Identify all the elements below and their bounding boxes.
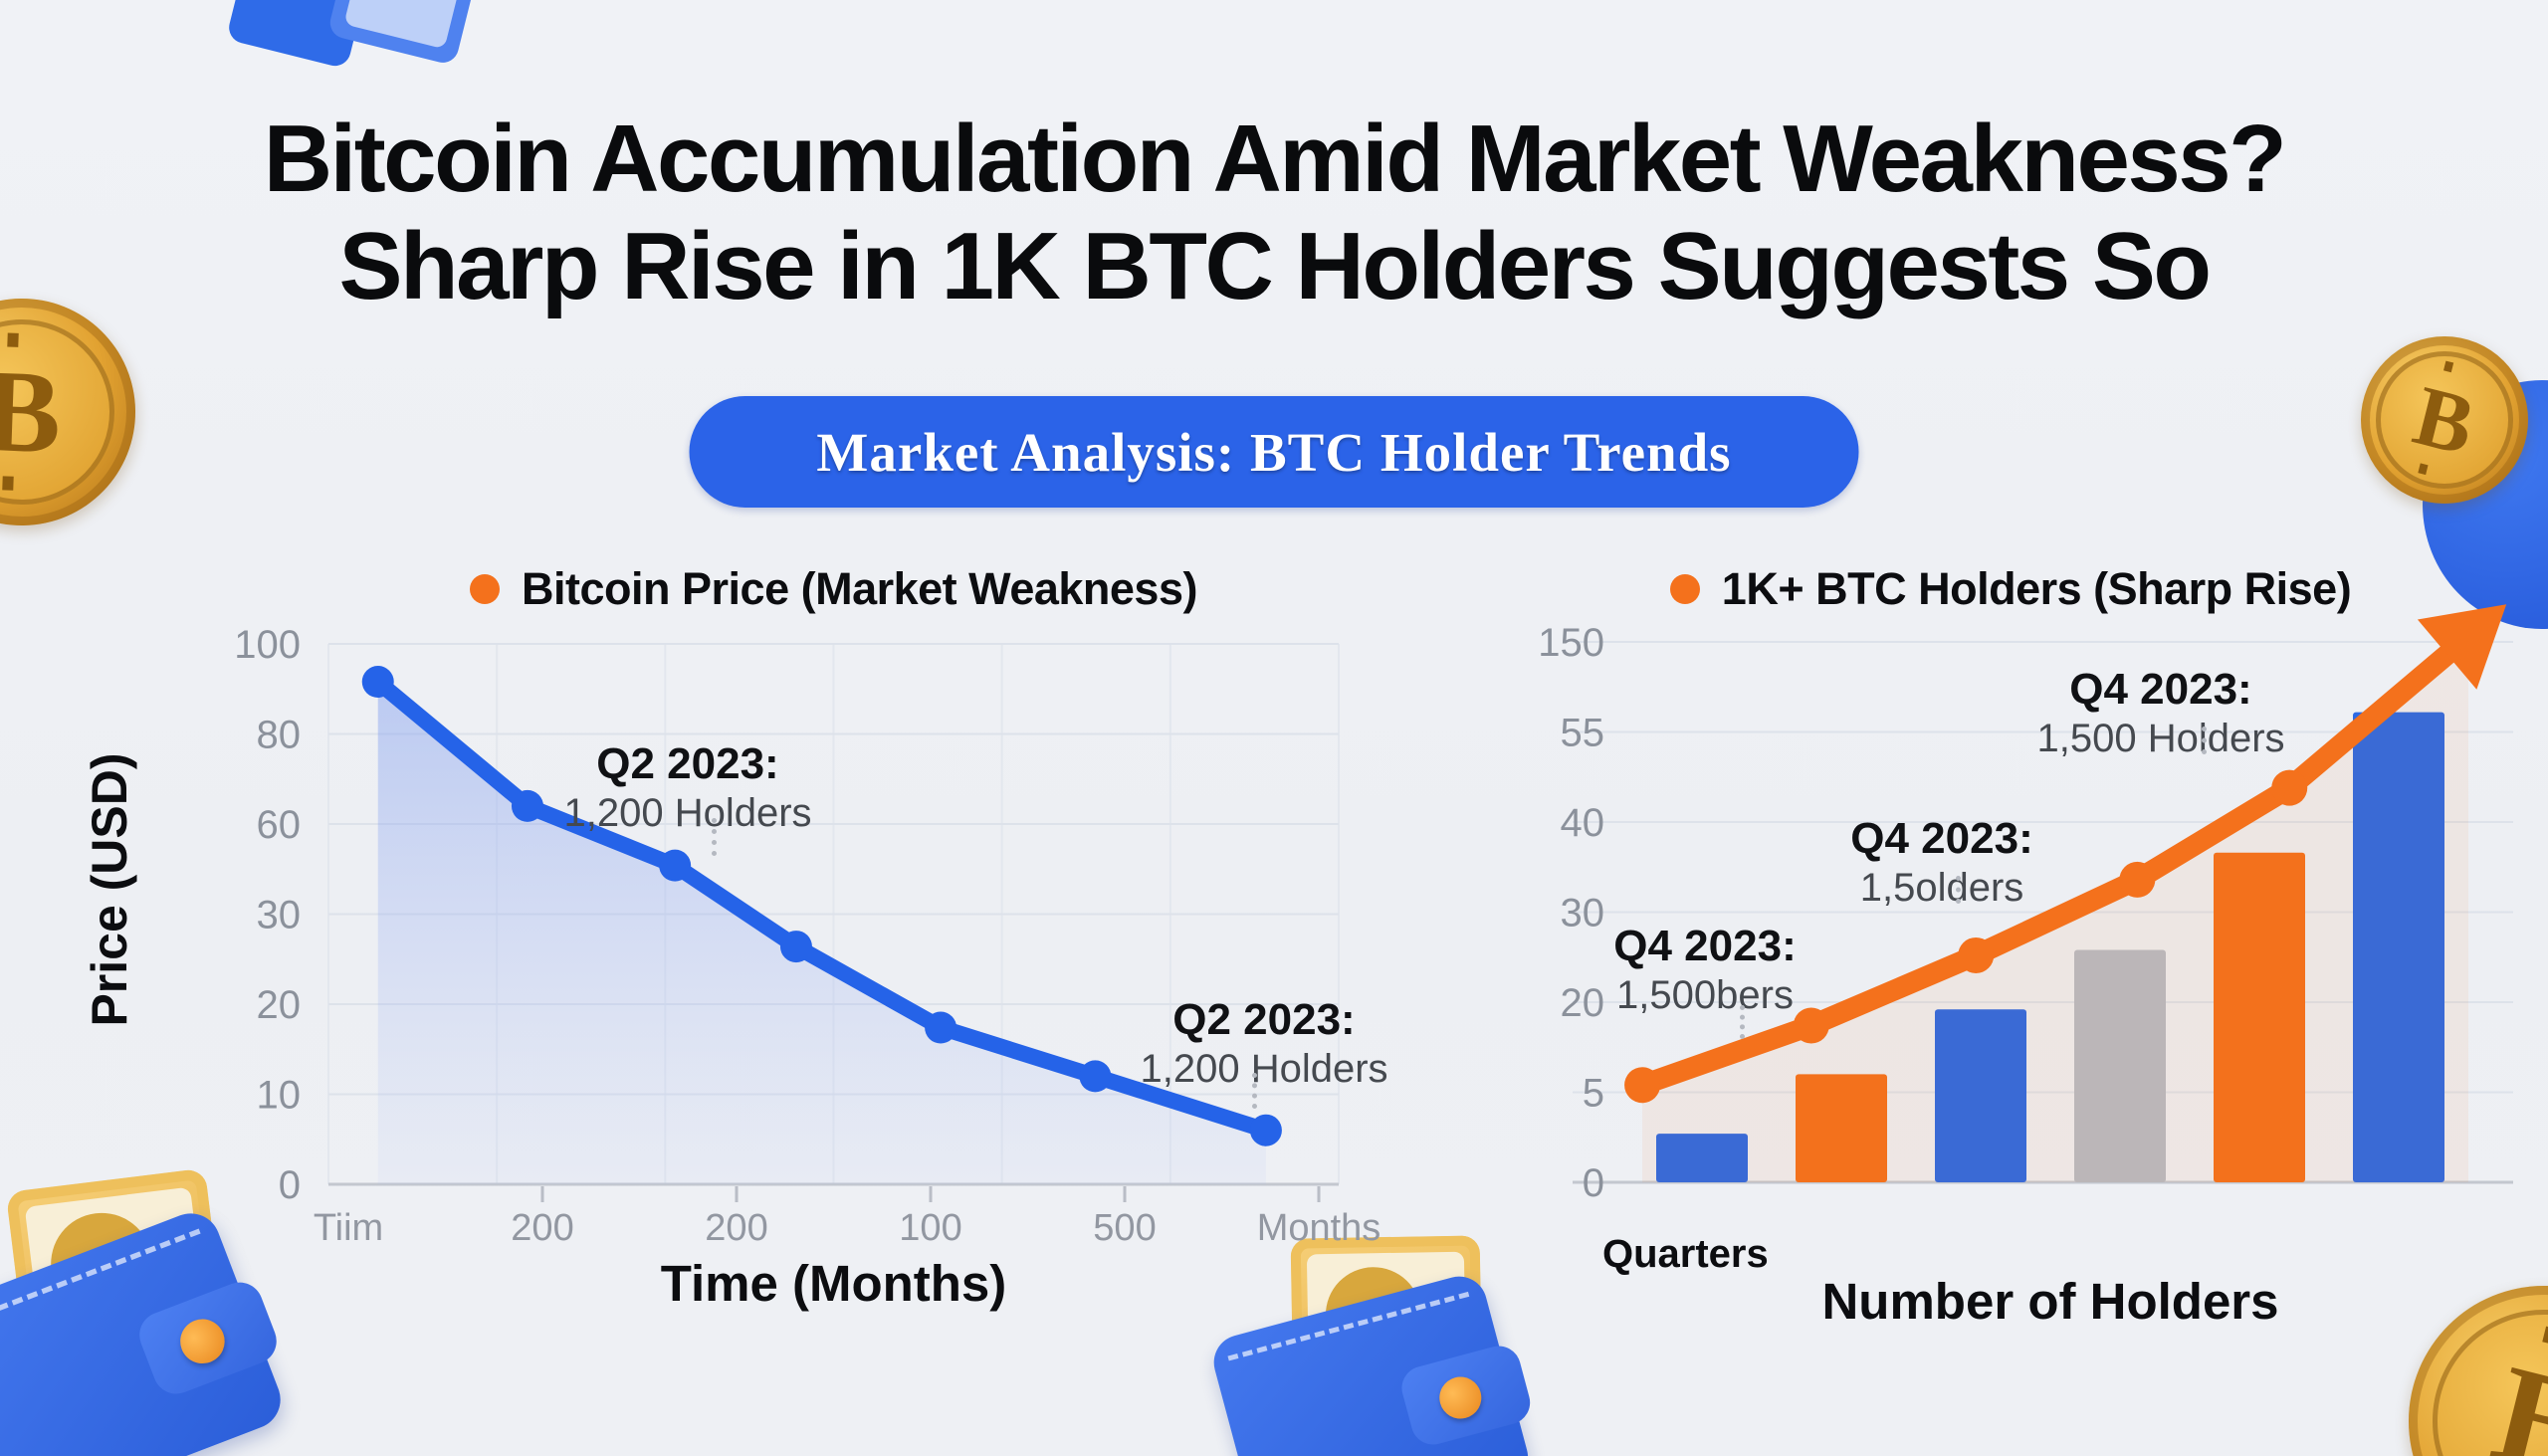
bitcoin-coin-top-right-icon: B [2361,336,2528,504]
annotation-value: 1,500 Holders [2036,717,2285,760]
bitcoin-coin-bottom-right-icon: B [2409,1286,2548,1456]
annotation: Q4 2023: 1,500 Holders [2036,665,2284,761]
blue-card-icon [326,0,482,67]
annotation-title: Q4 2023: [1850,814,2033,863]
annotation: Q2 2023: 1,200 Holders [1140,995,1387,1092]
svg-text:55: 55 [1561,712,1605,755]
annotation-leader [1252,1073,1257,1109]
page-title-line2: Sharp Rise in 1K BTC Holders Suggests So [338,213,2212,320]
badge-label: Market Analysis: BTC Holder Trends [816,421,1732,483]
legend-dot-icon [470,574,501,604]
annotation-title: Q2 2023: [1172,995,1356,1044]
annotation: Q4 2023: 1,500bers [1613,922,1796,1018]
svg-text:80: 80 [257,714,302,757]
svg-text:30: 30 [257,894,302,937]
svg-text:100: 100 [234,623,301,667]
holders-chart-plot: 150 55 40 30 20 5 0 [1538,604,2513,1205]
svg-text:10: 10 [257,1074,302,1118]
legend-dot-icon [1669,574,1700,604]
annotation-title: Q4 2023: [2069,665,2252,714]
svg-text:40: 40 [1561,801,1605,845]
price-chart-legend: Bitcoin Price (Market Weakness) [328,563,1339,615]
annotation-value: 1,500bers [1616,973,1794,1017]
svg-text:100: 100 [899,1207,961,1249]
annotation-title: Q4 2023: [1613,922,1797,970]
price-line-chart: Bitcoin Price (Market Weakness) Price (U… [60,557,1388,1324]
annotation: Q4 2023: 1,5olders [1850,814,2032,911]
legend-label: Bitcoin Price (Market Weakness) [522,563,1197,614]
annotation-leader [2202,727,2207,754]
annotation-value: 1,5olders [1859,866,2024,910]
annotation-value: 1,200 Holders [563,791,812,835]
page-title: Bitcoin Accumulation Amid Market Weaknes… [0,105,2548,321]
svg-text:200: 200 [705,1207,767,1249]
annotation-title: Q2 2023: [596,739,779,788]
legend-label: 1K+ BTC Holders (Sharp Rise) [1721,563,2352,614]
holders-bar-chart: 1K+ BTC Holders (Sharp Rise) 150 55 40 30 20… [1453,557,2528,1330]
x-axis-label: Time (Months) [660,1255,1007,1312]
annotation-leader [1956,876,1961,904]
svg-text:20: 20 [1561,981,1605,1025]
page-title-line1: Bitcoin Accumulation Amid Market Weaknes… [263,105,2287,212]
svg-text:0: 0 [279,1163,301,1207]
x-axis-label: Number of Holders [1821,1273,2279,1330]
svg-text:5: 5 [1583,1072,1604,1116]
svg-text:0: 0 [1583,1161,1604,1205]
svg-text:200: 200 [511,1207,573,1249]
annotation: Q2 2023: 1,200 Holders [563,739,811,836]
svg-text:20: 20 [257,983,302,1027]
annotation-value: 1,200 Holders [1140,1047,1388,1091]
holders-chart-legend: 1K+ BTC Holders (Sharp Rise) [1592,563,2429,615]
svg-text:150: 150 [1538,621,1604,665]
svg-text:60: 60 [257,803,302,847]
badge: Market Analysis: BTC Holder Trends [689,396,1859,508]
svg-text:Months: Months [1257,1207,1381,1249]
svg-text:Tiim: Tiim [314,1207,383,1249]
annotation-leader [712,818,717,856]
annotation-leader [1740,1005,1745,1039]
svg-text:30: 30 [1561,892,1605,936]
svg-text:500: 500 [1093,1207,1156,1249]
x-axis-caption: Quarters [1602,1232,1769,1276]
